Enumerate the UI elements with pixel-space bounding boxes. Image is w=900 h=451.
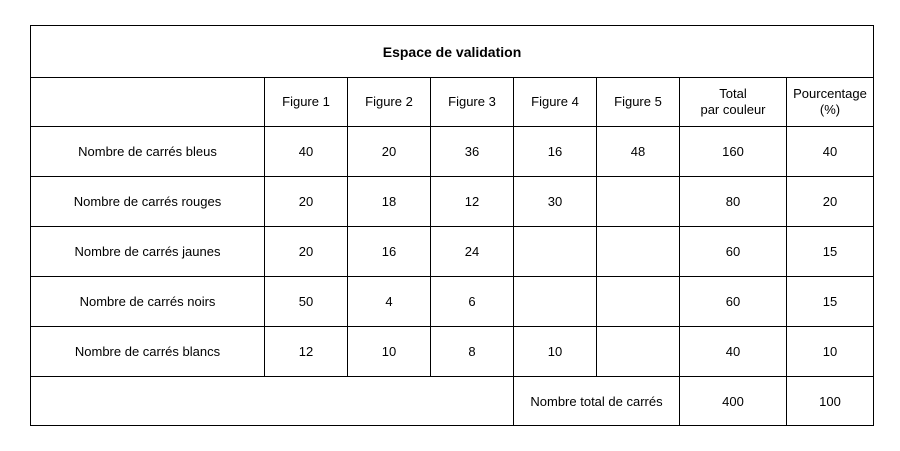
footer-label: Nombre total de carrés [513, 376, 680, 426]
value-cell: 20 [264, 226, 348, 277]
title-row: Espace de validation [30, 25, 874, 78]
table-row: Nombre de carrés bleus 40 20 36 16 48 16… [30, 126, 874, 177]
column-header-figure-3: Figure 3 [430, 77, 514, 127]
footer-spacer [30, 376, 514, 426]
header-row: Figure 1 Figure 2 Figure 3 Figure 4 Figu… [30, 77, 874, 127]
value-cell [596, 276, 680, 327]
value-cell: 12 [430, 176, 514, 227]
validation-table: Espace de validation Figure 1 Figure 2 F… [30, 25, 874, 426]
table-title: Espace de validation [30, 25, 874, 78]
row-label: Nombre de carrés jaunes [30, 226, 265, 277]
total-cell: 60 [679, 226, 787, 277]
row-label: Nombre de carrés bleus [30, 126, 265, 177]
value-cell: 16 [513, 126, 597, 177]
total-cell: 160 [679, 126, 787, 177]
value-cell: 10 [347, 326, 431, 377]
value-cell: 18 [347, 176, 431, 227]
footer-percent-cell: 100 [786, 376, 874, 426]
column-header-figure-4: Figure 4 [513, 77, 597, 127]
value-cell: 30 [513, 176, 597, 227]
row-label: Nombre de carrés rouges [30, 176, 265, 227]
value-cell: 8 [430, 326, 514, 377]
table-row: Nombre de carrés rouges 20 18 12 30 80 2… [30, 176, 874, 227]
column-header-figure-2: Figure 2 [347, 77, 431, 127]
value-cell [513, 226, 597, 277]
value-cell: 6 [430, 276, 514, 327]
value-cell [596, 226, 680, 277]
value-cell: 40 [264, 126, 348, 177]
row-label: Nombre de carrés blancs [30, 326, 265, 377]
row-label: Nombre de carrés noirs [30, 276, 265, 327]
value-cell: 36 [430, 126, 514, 177]
value-cell: 20 [347, 126, 431, 177]
table-row: Nombre de carrés jaunes 20 16 24 60 15 [30, 226, 874, 277]
percent-cell: 15 [786, 226, 874, 277]
total-cell: 80 [679, 176, 787, 227]
row-label-header [30, 77, 265, 127]
value-cell: 20 [264, 176, 348, 227]
table-row: Nombre de carrés blancs 12 10 8 10 40 10 [30, 326, 874, 377]
table-row: Nombre de carrés noirs 50 4 6 60 15 [30, 276, 874, 327]
value-cell [513, 276, 597, 327]
value-cell: 16 [347, 226, 431, 277]
footer-row: Nombre total de carrés 400 100 [30, 376, 874, 426]
percent-cell: 15 [786, 276, 874, 327]
value-cell: 10 [513, 326, 597, 377]
value-cell [596, 326, 680, 377]
value-cell [596, 176, 680, 227]
total-cell: 60 [679, 276, 787, 327]
value-cell: 48 [596, 126, 680, 177]
total-cell: 40 [679, 326, 787, 377]
percent-cell: 10 [786, 326, 874, 377]
value-cell: 24 [430, 226, 514, 277]
percent-cell: 40 [786, 126, 874, 177]
percent-cell: 20 [786, 176, 874, 227]
column-header-total: Total par couleur [679, 77, 787, 127]
column-header-figure-1: Figure 1 [264, 77, 348, 127]
column-header-percent: Pourcentage (%) [786, 77, 874, 127]
value-cell: 12 [264, 326, 348, 377]
value-cell: 4 [347, 276, 431, 327]
column-header-figure-5: Figure 5 [596, 77, 680, 127]
value-cell: 50 [264, 276, 348, 327]
footer-total-cell: 400 [679, 376, 787, 426]
